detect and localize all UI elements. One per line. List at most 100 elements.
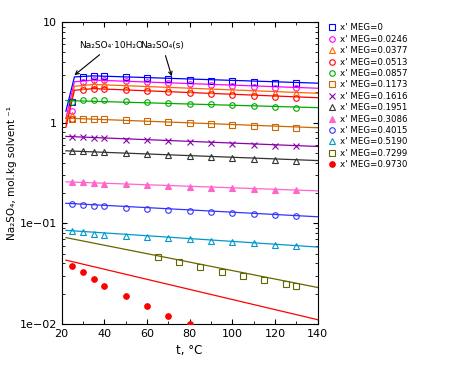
x' MEG=0.1616 [91,135,97,140]
x' MEG=0.4015 [123,205,128,210]
x' MEG=0.9730 [208,331,214,336]
x' MEG=0.1616 [165,139,171,143]
x' MEG=0.7299 [283,282,288,286]
x' MEG=0.0857 [165,100,171,105]
x' MEG=0.0377 [165,86,171,90]
Line: x' MEG=0.9730: x' MEG=0.9730 [70,263,235,349]
Text: Na₂SO₄·10H₂O: Na₂SO₄·10H₂O [75,41,143,74]
x' MEG=0.0377 [144,85,150,89]
x' MEG=0 [293,81,299,85]
x' MEG=0.1173 [272,125,278,129]
x' MEG=0.0246 [251,85,256,89]
x' MEG=0.1951 [187,153,192,158]
x' MEG=0.0857 [208,102,214,107]
x' MEG=0.5190 [272,243,278,247]
Line: x' MEG=0.1951: x' MEG=0.1951 [70,148,299,163]
Line: x' MEG=0.5190: x' MEG=0.5190 [70,229,299,249]
x' MEG=0.5190 [144,235,150,239]
x' MEG=0.1616 [123,137,128,142]
x' MEG=0.9730 [165,314,171,318]
Legend: x' MEG=0, x' MEG=0.0246, x' MEG=0.0377, x' MEG=0.0513, x' MEG=0.0857, x' MEG=0.1: x' MEG=0, x' MEG=0.0246, x' MEG=0.0377, … [327,23,408,169]
x' MEG=0.5190 [165,236,171,240]
x' MEG=0.9730 [229,344,235,348]
x' MEG=0 [208,78,214,83]
x' MEG=0.5190 [80,230,86,235]
x' MEG=0.0513 [144,89,150,93]
Line: x' MEG=0.4015: x' MEG=0.4015 [70,201,299,219]
x' MEG=0.4015 [69,202,75,206]
x' MEG=0.0857 [80,98,86,102]
x' MEG=0.0857 [229,103,235,107]
x' MEG=0.9730 [144,304,150,308]
x' MEG=0.0246 [272,85,278,90]
x' MEG=0.4015 [293,214,299,218]
x' MEG=0.0377 [101,82,107,86]
x' MEG=0.0513 [272,95,278,99]
x' MEG=0.9730 [187,322,192,326]
x' MEG=0.5190 [251,241,256,246]
x' MEG=0.0857 [91,98,97,102]
Line: x' MEG=0.0377: x' MEG=0.0377 [70,82,299,117]
x' MEG=0.7299 [219,269,225,274]
x' MEG=0.1951 [208,155,214,159]
x' MEG=0.0857 [144,100,150,104]
x' MEG=0.1951 [272,158,278,162]
Line: x' MEG=0.0246: x' MEG=0.0246 [70,77,299,114]
x' MEG=0 [80,75,86,79]
x' MEG=0.0857 [123,99,128,103]
x' MEG=0.3086 [165,184,171,188]
x' MEG=0.1173 [229,123,235,127]
x' MEG=0.5190 [69,229,75,234]
x' MEG=0.0513 [91,86,97,91]
x' MEG=0 [101,74,107,78]
x' MEG=0 [91,74,97,78]
x' MEG=0.1616 [208,141,214,145]
x' MEG=0.0377 [272,91,278,95]
x' MEG=0.0377 [123,84,128,88]
x' MEG=0.1616 [80,135,86,139]
x' MEG=0.0377 [293,91,299,95]
x' MEG=0.4015 [187,209,192,213]
x' MEG=0 [229,79,235,84]
x' MEG=0.0513 [69,116,75,121]
x' MEG=0.3086 [123,182,128,187]
x' MEG=0.3086 [69,180,75,185]
x' MEG=0.0246 [208,83,214,87]
x' MEG=0.4015 [208,210,214,214]
X-axis label: t, °C: t, °C [176,344,203,357]
x' MEG=0.0513 [101,86,107,91]
Line: x' MEG=0.3086: x' MEG=0.3086 [70,180,299,193]
x' MEG=0.1616 [69,135,75,139]
Y-axis label: Na₂SO₄, mol.kg solvent ⁻¹: Na₂SO₄, mol.kg solvent ⁻¹ [7,106,17,240]
Line: x' MEG=0.0857: x' MEG=0.0857 [70,97,299,110]
x' MEG=0.1173 [80,116,86,121]
x' MEG=0.3086 [293,188,299,192]
x' MEG=0 [69,100,75,105]
x' MEG=0.1616 [251,143,256,147]
x' MEG=0.0513 [80,88,86,92]
x' MEG=0.1951 [69,149,75,153]
x' MEG=0.0857 [69,99,75,104]
x' MEG=0.3086 [187,185,192,189]
x' MEG=0.0513 [208,92,214,96]
x' MEG=0.1616 [229,141,235,146]
x' MEG=0.0513 [229,93,235,98]
x' MEG=0.5190 [229,240,235,244]
x' MEG=0.4015 [251,212,256,216]
x' MEG=0.7299 [262,278,267,283]
x' MEG=0.1951 [123,151,128,155]
x' MEG=0.3086 [144,183,150,188]
x' MEG=0.0857 [293,106,299,110]
x' MEG=0.1951 [144,152,150,156]
x' MEG=0.1173 [251,124,256,128]
x' MEG=0.1173 [69,116,75,121]
x' MEG=0.0513 [187,91,192,95]
x' MEG=0.7299 [240,274,246,278]
x' MEG=0.0857 [251,104,256,108]
x' MEG=0.1616 [187,140,192,144]
x' MEG=0.5190 [101,233,107,237]
x' MEG=0.1173 [123,118,128,122]
x' MEG=0.3086 [208,185,214,190]
x' MEG=0.0377 [91,82,97,86]
x' MEG=0.4015 [144,207,150,211]
